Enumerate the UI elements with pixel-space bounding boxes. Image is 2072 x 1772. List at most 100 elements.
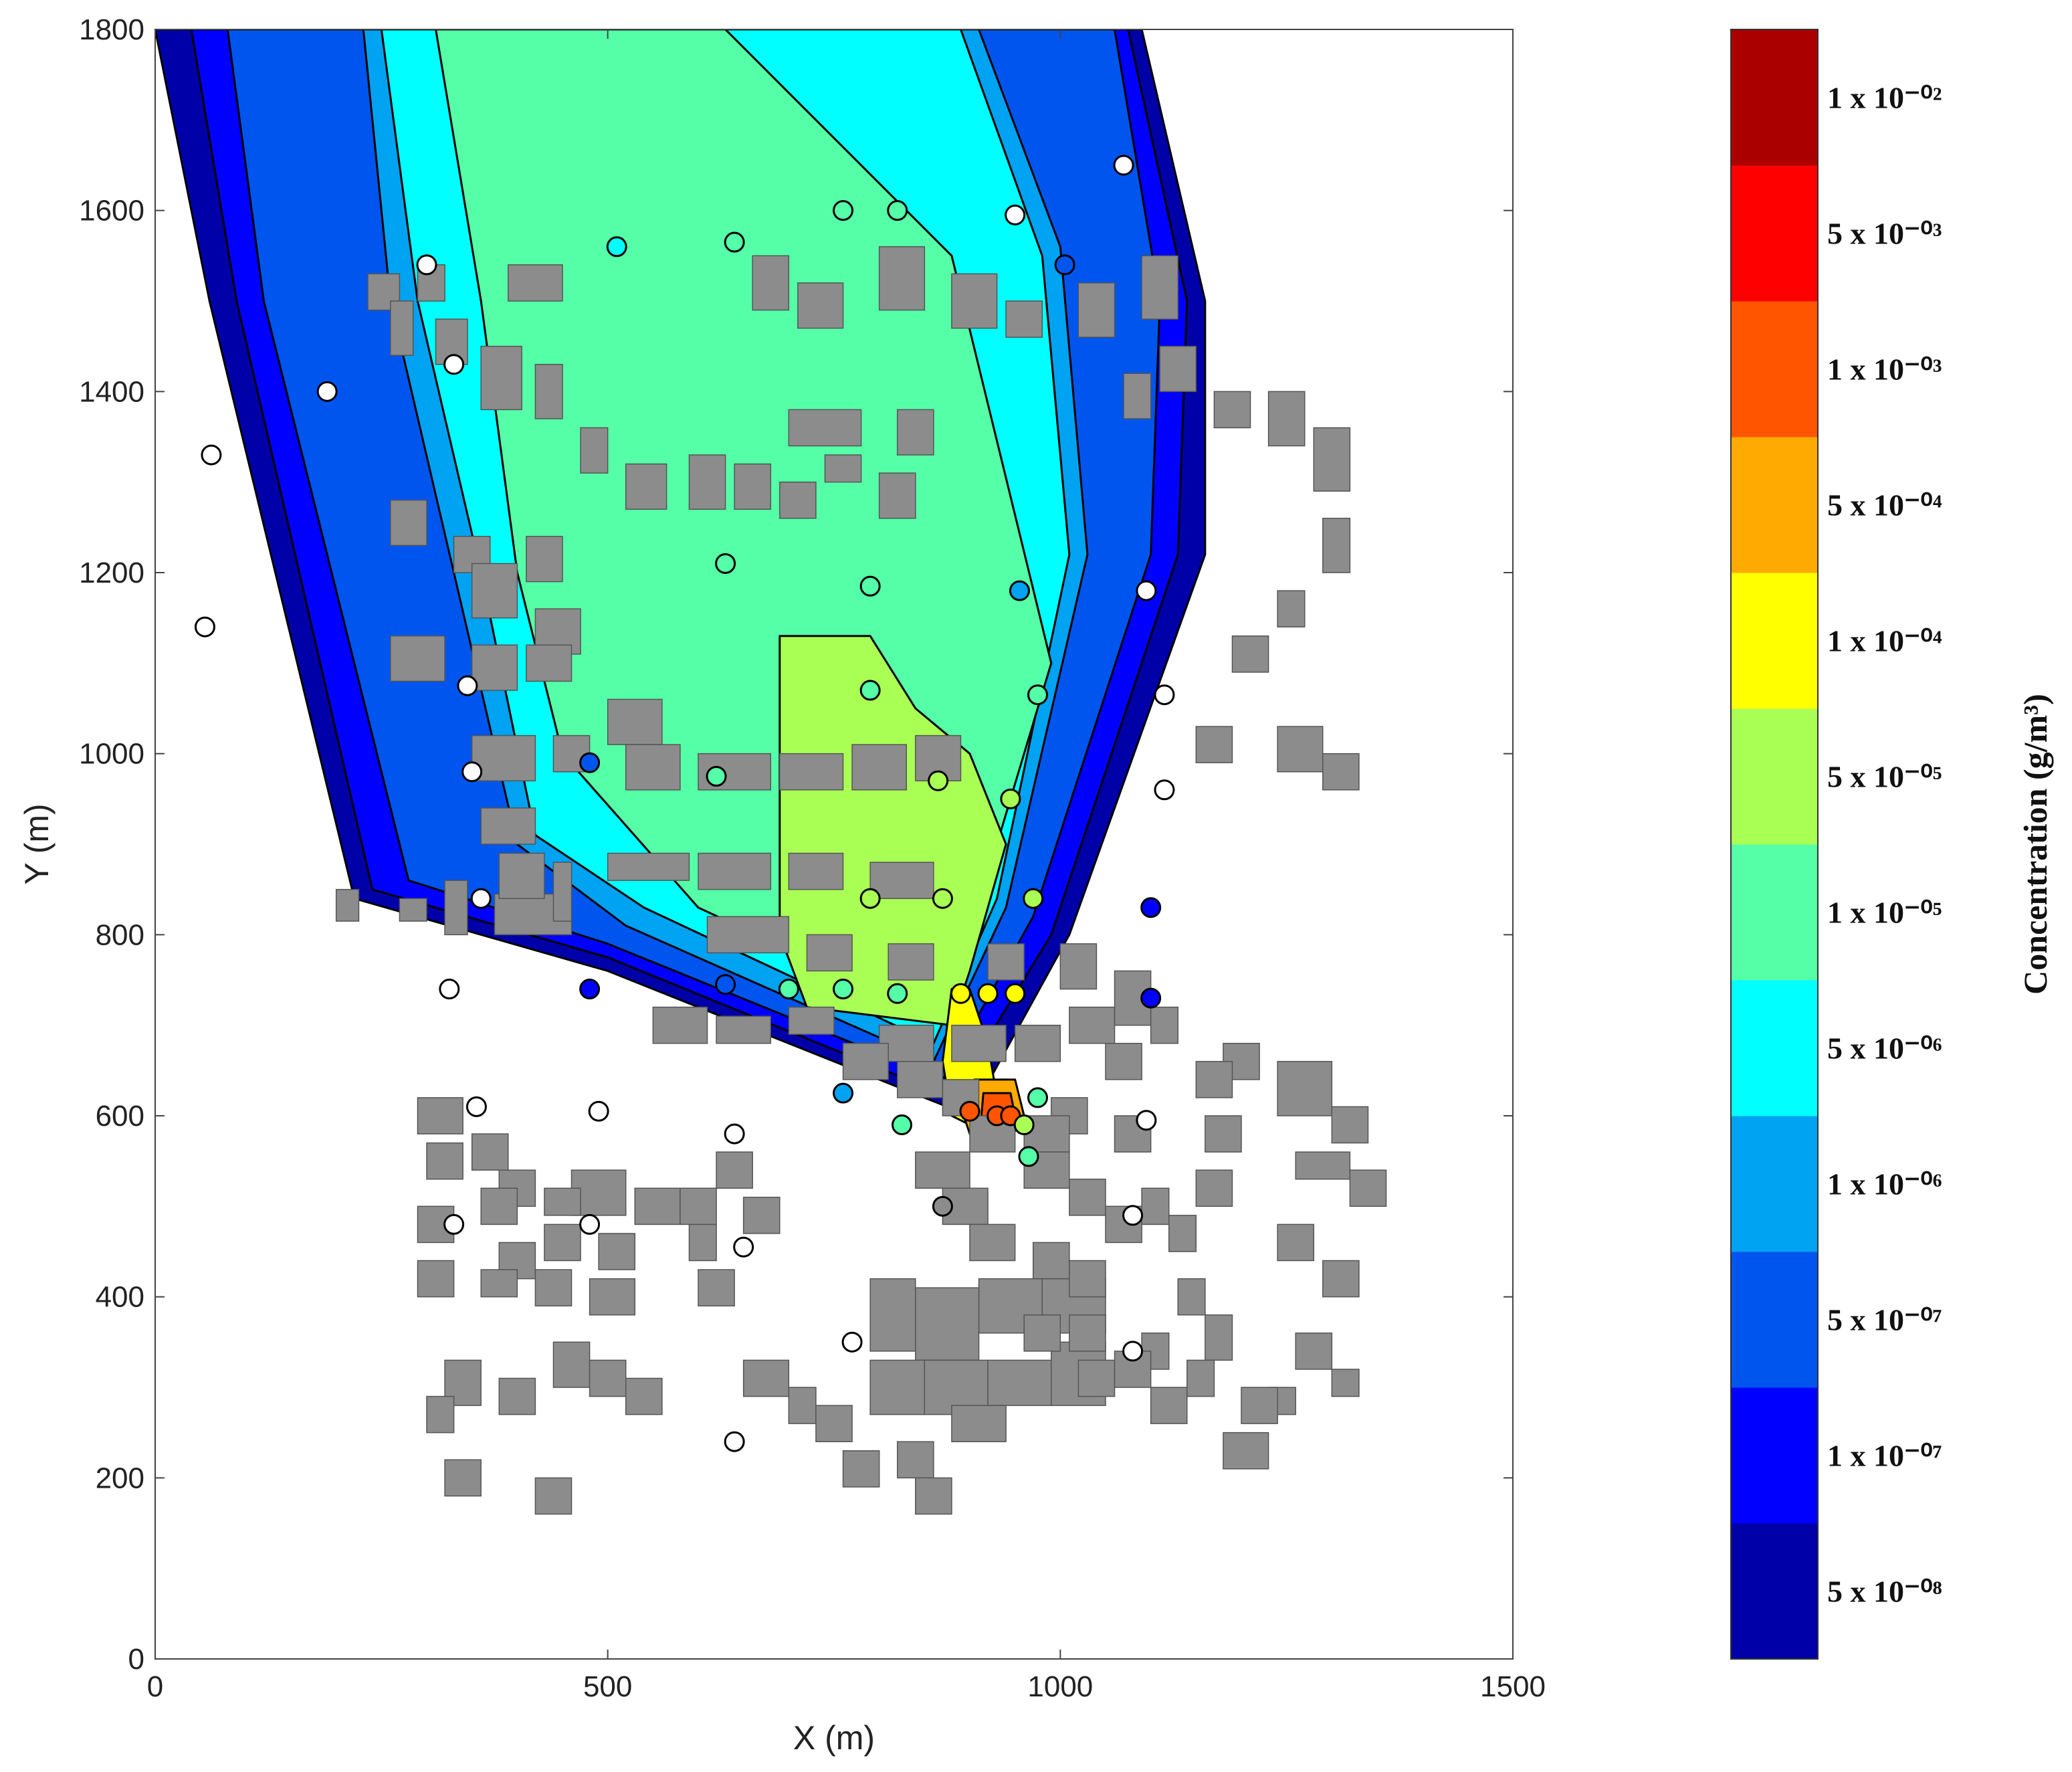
- building: [716, 1015, 772, 1044]
- sensor-marker: [443, 1213, 465, 1235]
- colorbar-swatch: [1731, 437, 1818, 573]
- sensor-marker: [950, 983, 971, 1004]
- colorbar-swatch: [1731, 573, 1818, 709]
- building: [1186, 1359, 1215, 1397]
- building: [1005, 300, 1043, 338]
- building: [1195, 1169, 1233, 1207]
- building: [526, 536, 563, 583]
- colorbar-label: 5 x 10⁻⁰⁵: [1827, 760, 1942, 794]
- sensor-marker: [465, 1096, 487, 1117]
- sensor-marker: [1000, 788, 1021, 809]
- colorbar: 5 x 10⁻⁰⁸ 1 x 10⁻⁰⁷ 5 x 10⁻⁰⁷ 1 x 10⁻⁰⁶ 5 x …: [1730, 29, 1942, 1660]
- building: [1277, 726, 1324, 773]
- building: [580, 427, 609, 474]
- plot-area: 0 500 1000 1500 0 200 400 600 800 1000 1200 1400 16…: [79, 13, 1546, 1703]
- sensor-marker: [841, 1331, 863, 1353]
- sensor-marker: [892, 1114, 912, 1136]
- building: [1223, 1432, 1269, 1470]
- building: [625, 463, 667, 510]
- sensor-marker: [1154, 779, 1175, 801]
- sensor-marker: [457, 675, 478, 696]
- sensor-marker: [579, 752, 601, 773]
- sensor-marker: [1154, 684, 1175, 706]
- building: [842, 1042, 889, 1080]
- building: [915, 1151, 970, 1189]
- y-tick-label: 0: [128, 1643, 144, 1676]
- building: [426, 1395, 455, 1434]
- building: [534, 1269, 573, 1306]
- x-tick-label: 500: [583, 1670, 632, 1703]
- building: [779, 481, 817, 519]
- building: [1231, 635, 1269, 673]
- building: [706, 916, 790, 954]
- x-axis-label: X (m): [793, 1719, 875, 1757]
- sensor-marker: [1136, 580, 1157, 601]
- building: [552, 1341, 591, 1388]
- y-tick-label: 1000: [79, 738, 144, 771]
- building: [1277, 590, 1306, 627]
- colorbar-swatch: [1731, 1523, 1818, 1660]
- y-tick-label: 600: [96, 1100, 144, 1133]
- sensor-marker: [1027, 684, 1048, 706]
- sensor-marker: [1140, 987, 1162, 1009]
- building: [390, 499, 427, 547]
- building: [951, 273, 998, 329]
- building: [544, 1223, 581, 1262]
- sensor-marker: [1018, 1146, 1039, 1167]
- building: [471, 563, 518, 619]
- sensor-marker: [1009, 580, 1030, 601]
- sensor-marker: [928, 770, 949, 791]
- building: [480, 807, 536, 845]
- sensor-marker: [715, 553, 736, 574]
- sensor-marker: [579, 1213, 601, 1235]
- sensor-marker: [470, 888, 492, 909]
- colorbar-label: 5 x 10⁻⁰⁶: [1827, 1031, 1942, 1066]
- x-tick-label: 1500: [1480, 1670, 1546, 1703]
- sensor-marker: [461, 761, 483, 783]
- building: [806, 934, 853, 972]
- building: [1150, 1387, 1188, 1424]
- building: [1331, 1106, 1369, 1144]
- building: [1077, 282, 1116, 338]
- y-tick-label: 200: [96, 1462, 144, 1494]
- building: [544, 1187, 581, 1216]
- building: [1069, 1178, 1106, 1216]
- colorbar-label: 5 x 10⁻⁰⁷: [1827, 1303, 1942, 1337]
- building: [742, 1359, 790, 1397]
- building: [480, 1187, 518, 1225]
- colorbar-swatch: [1731, 1116, 1818, 1252]
- colorbar-swatch: [1731, 1252, 1818, 1388]
- building: [797, 282, 844, 329]
- sensor-marker: [416, 254, 437, 276]
- y-tick-label: 1400: [79, 375, 144, 408]
- sensor-marker: [706, 766, 727, 787]
- building: [1141, 255, 1179, 320]
- building: [688, 1223, 717, 1262]
- sensor-marker: [1023, 888, 1044, 909]
- building: [498, 1377, 536, 1415]
- building: [987, 943, 1025, 981]
- colorbar-swatch: [1731, 29, 1818, 166]
- building: [869, 862, 934, 899]
- sensor-marker: [606, 236, 627, 258]
- sensor-marker: [932, 1195, 953, 1217]
- plume-band-6: [779, 635, 1007, 1027]
- building: [1195, 1061, 1233, 1098]
- building: [625, 744, 681, 791]
- building: [1069, 1006, 1116, 1044]
- building: [851, 744, 908, 791]
- building: [788, 1006, 835, 1035]
- x-axis-ticks: 0 500 1000 1500: [147, 29, 1546, 1703]
- building: [951, 1024, 1007, 1062]
- y-tick-label: 800: [96, 918, 144, 951]
- building: [607, 852, 690, 881]
- sensor-marker: [887, 983, 908, 1004]
- building: [1069, 1314, 1106, 1352]
- colorbar-label: 1 x 10⁻⁰⁶: [1827, 1167, 1942, 1201]
- x-tick-label: 0: [147, 1670, 163, 1703]
- building: [399, 898, 427, 922]
- building: [1277, 1223, 1315, 1262]
- building: [1322, 753, 1360, 791]
- sensor-marker: [724, 1431, 745, 1452]
- colorbar-title: Concentration (g/m³): [2016, 694, 2054, 995]
